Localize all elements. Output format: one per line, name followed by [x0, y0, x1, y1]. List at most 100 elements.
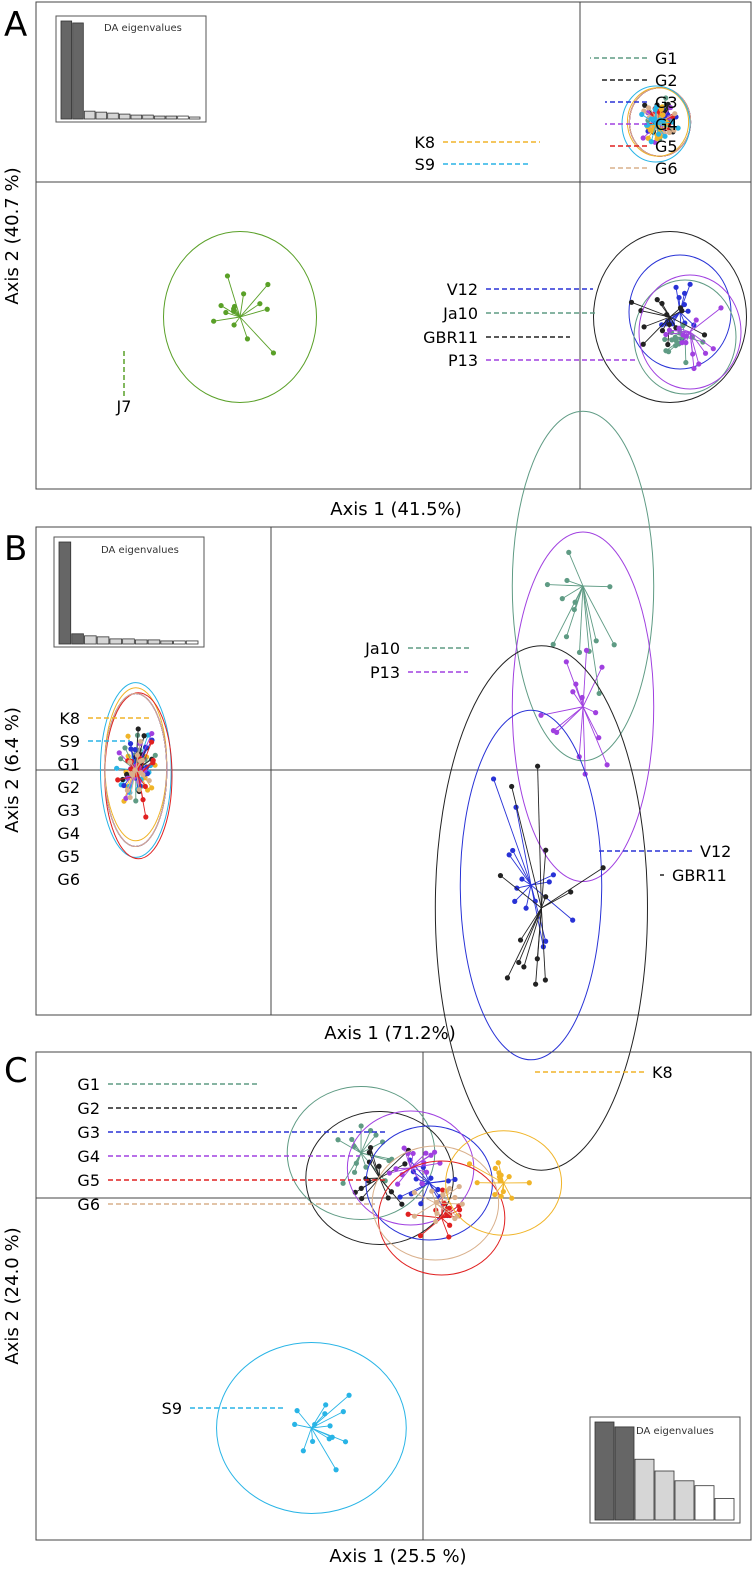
data-point: [672, 111, 678, 117]
spoke-line: [311, 1425, 331, 1429]
data-point: [143, 814, 149, 820]
y-axis-title-a: Axis 2 (40.7 %): [2, 167, 23, 304]
data-point: [148, 739, 155, 745]
group-label-p13: P13: [370, 663, 400, 682]
spoke-line: [239, 284, 269, 318]
data-point: [335, 1137, 341, 1143]
data-point: [701, 332, 708, 338]
data-point: [149, 730, 155, 737]
data-point: [517, 937, 524, 943]
spoke-line: [520, 907, 542, 941]
data-point: [116, 750, 122, 756]
eigen-bar: [107, 112, 119, 120]
data-point: [437, 1160, 443, 1166]
data-point: [576, 649, 583, 656]
group-gbr11-b: [434, 645, 648, 1171]
spoke-line: [410, 1152, 427, 1169]
eigen-bars-c: [594, 1421, 735, 1521]
spoke-line: [582, 706, 608, 766]
spoke-line: [582, 585, 597, 641]
spoke-line: [530, 884, 536, 902]
data-point: [679, 340, 685, 346]
spoke-line: [337, 1139, 362, 1154]
spoke-line: [360, 1130, 372, 1154]
data-point: [413, 1176, 419, 1182]
group-label-g3: G3: [77, 1123, 100, 1142]
eigen-bar: [614, 1426, 635, 1521]
data-point: [685, 308, 691, 314]
data-point: [533, 981, 539, 987]
spoke-line: [508, 854, 532, 886]
data-point: [648, 116, 654, 122]
spoke-line: [311, 1413, 326, 1429]
data-point: [659, 322, 665, 328]
spoke-line: [311, 1394, 350, 1429]
panel-letter-c: C: [4, 1051, 28, 1091]
group-labels-b: Ja10 P13 K8 S9 G1 G2 G3 G4 G5 G6 V12 GBR11: [57, 639, 731, 889]
group-s9-c: [216, 1342, 407, 1514]
data-point: [466, 1161, 473, 1167]
spoke-line: [641, 113, 657, 125]
eigen-title-c: DA eigenvalues: [636, 1426, 714, 1437]
data-point: [676, 325, 682, 331]
data-point: [512, 898, 518, 904]
data-point: [490, 776, 497, 782]
data-point: [546, 879, 552, 885]
eigen-bars-b: [58, 541, 199, 645]
spoke-line: [642, 316, 671, 345]
data-point: [270, 350, 277, 356]
y-axis-title-b: Axis 2 (6.4 %): [2, 707, 23, 833]
data-point: [639, 111, 645, 117]
data-point: [137, 758, 144, 764]
data-point: [593, 638, 599, 644]
group-ja10-b: [511, 410, 655, 762]
spoke-line: [582, 667, 603, 707]
data-point: [423, 1150, 429, 1156]
group-label-gbr11: GBR11: [423, 328, 478, 347]
spoke-line: [541, 867, 604, 909]
data-point: [645, 110, 651, 116]
spoke-line: [296, 1410, 312, 1429]
data-point: [526, 1180, 532, 1186]
group-label-s9: S9: [415, 155, 435, 174]
data-point: [152, 752, 158, 758]
eigen-title-b: DA eigenvalues: [101, 545, 179, 556]
eigen-bar: [594, 1421, 615, 1521]
eigen-inset-b: DA eigenvalues: [53, 536, 205, 648]
data-point: [322, 1411, 328, 1417]
spoke-line: [410, 1167, 423, 1184]
spoke-line: [537, 766, 542, 909]
spoke-line: [369, 1161, 380, 1179]
data-point: [397, 1194, 403, 1200]
data-point: [542, 977, 548, 983]
spoke-line: [507, 907, 542, 979]
data-point: [683, 340, 689, 346]
group-label-g6: G6: [57, 870, 80, 889]
data-point: [534, 956, 540, 962]
spoke-line: [511, 786, 542, 909]
group-k8-c: [445, 1130, 563, 1236]
data-point: [640, 341, 646, 347]
spoke-line: [578, 706, 584, 757]
data-point: [669, 119, 676, 125]
spoke-line: [566, 580, 584, 587]
spoke-line: [410, 1167, 427, 1173]
spoke-line: [360, 1134, 377, 1154]
data-point: [132, 746, 138, 753]
data-point: [680, 332, 686, 338]
data-point: [124, 787, 131, 794]
data-point: [399, 1172, 405, 1178]
spoke-line: [655, 123, 679, 129]
data-point: [294, 1408, 300, 1414]
inertia-ellipse: [633, 279, 737, 395]
spoke-line: [435, 1188, 450, 1204]
spoke-line: [135, 769, 140, 790]
spoke-line: [497, 1162, 505, 1184]
spoke-line: [311, 1404, 327, 1429]
spoke-line: [582, 706, 586, 775]
spoke-line: [552, 585, 584, 645]
data-point: [446, 1205, 452, 1211]
eigen-bar: [84, 635, 97, 645]
data-point: [653, 104, 660, 110]
data-point: [127, 759, 133, 765]
